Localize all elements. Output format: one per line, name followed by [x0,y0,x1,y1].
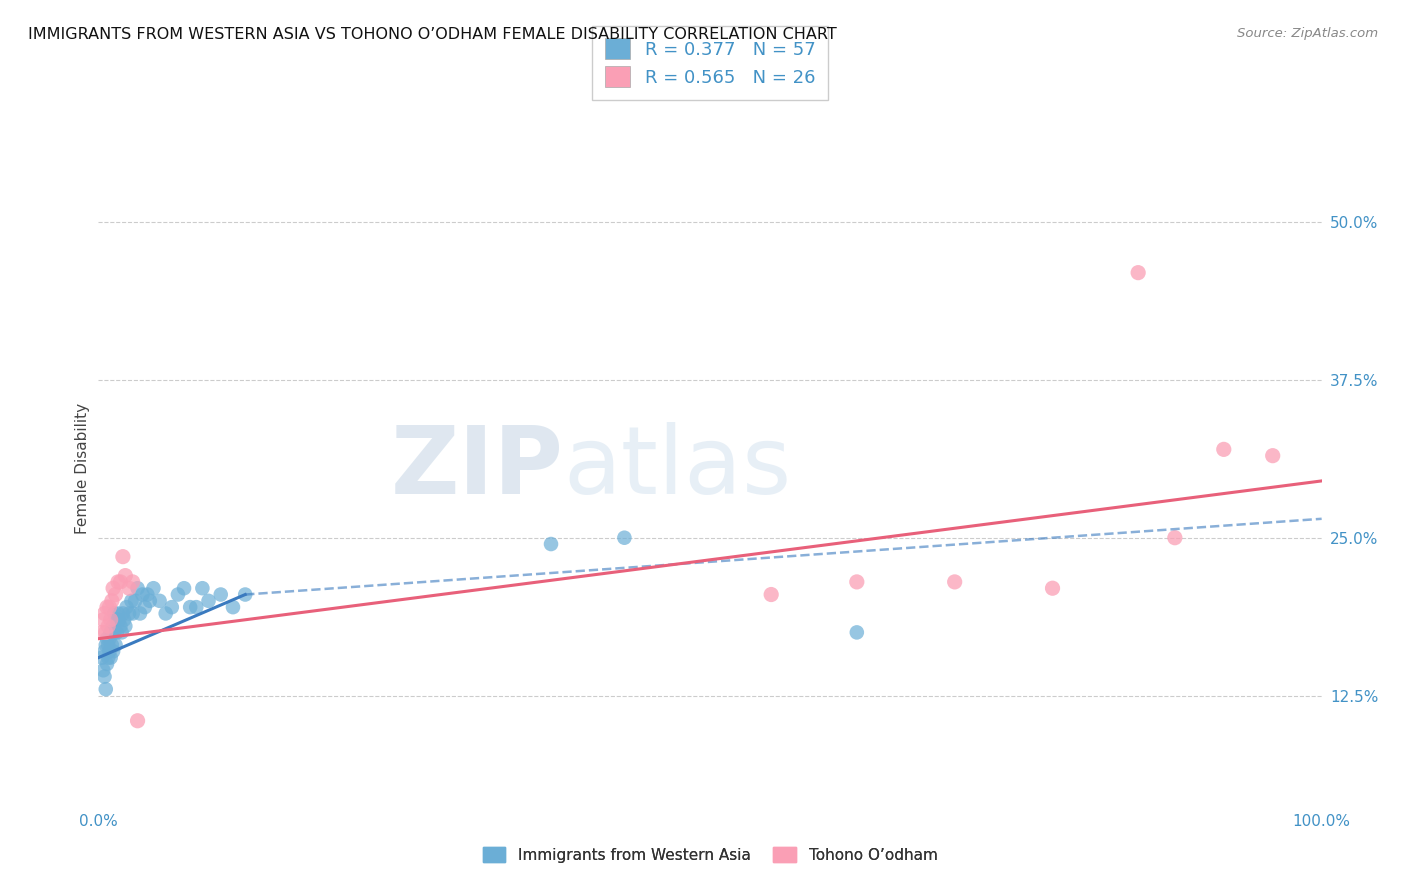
Point [845,574,868,589]
Point [191,581,214,595]
Point [98,600,121,615]
Point [94,625,117,640]
Point [105,625,128,640]
Point [100,650,122,665]
Point [93,644,115,658]
Point [197,594,219,608]
Point [104,638,127,652]
Point [98,644,121,658]
Point [107,574,129,589]
Point [115,600,138,615]
Text: ZIP: ZIP [391,422,564,515]
Point [131,588,153,602]
Point [93,607,115,621]
Point [105,613,128,627]
Point [121,574,143,589]
Point [93,669,115,683]
Point [124,594,146,608]
Point [97,619,120,633]
Point [101,594,124,608]
Point [845,625,868,640]
Point [1042,581,1064,595]
Point [186,600,208,615]
Point [118,607,141,621]
Point [1128,266,1150,280]
Point [540,537,562,551]
Point [114,568,136,582]
Point [173,581,195,595]
Point [943,574,966,589]
Point [120,594,142,608]
Point [97,650,120,665]
Point [127,714,149,728]
Point [101,619,124,633]
Point [149,594,172,608]
Point [103,607,125,621]
Point [108,613,131,627]
Legend: Immigrants from Western Asia, Tohono O’odham: Immigrants from Western Asia, Tohono O’o… [477,840,943,869]
Point [101,644,124,658]
Point [222,600,245,615]
Point [136,588,159,602]
Point [761,588,783,602]
Point [91,650,114,665]
Y-axis label: Female Disability: Female Disability [75,402,90,534]
Text: IMMIGRANTS FROM WESTERN ASIA VS TOHONO O’ODHAM FEMALE DISABILITY CORRELATION CHA: IMMIGRANTS FROM WESTERN ASIA VS TOHONO O… [28,27,837,42]
Point [139,594,162,608]
Point [101,581,124,595]
Point [1212,442,1234,457]
Point [96,632,118,646]
Point [127,581,149,595]
Point [91,663,114,677]
Point [98,632,121,646]
Point [112,613,135,627]
Point [118,581,141,595]
Point [114,619,136,633]
Point [209,588,232,602]
Point [111,549,134,564]
Point [103,625,125,640]
Text: atlas: atlas [564,422,792,515]
Point [107,607,129,621]
Point [121,607,143,621]
Point [111,625,134,640]
Point [96,657,118,671]
Point [110,619,132,633]
Point [160,600,183,615]
Point [142,581,165,595]
Point [233,588,256,602]
Point [110,574,132,589]
Text: Source: ZipAtlas.com: Source: ZipAtlas.com [1237,27,1378,40]
Point [613,531,636,545]
Point [94,682,117,697]
Point [96,600,118,615]
Point [104,588,127,602]
Point [91,613,114,627]
Point [155,607,177,621]
Point [179,600,201,615]
Point [100,625,122,640]
Point [101,638,124,652]
Point [129,607,152,621]
Point [91,625,114,640]
Point [134,600,156,615]
Point [101,625,124,640]
Point [1261,449,1284,463]
Point [100,613,122,627]
Point [97,638,120,652]
Point [94,638,117,652]
Point [167,588,190,602]
Point [1164,531,1187,545]
Point [111,607,134,621]
